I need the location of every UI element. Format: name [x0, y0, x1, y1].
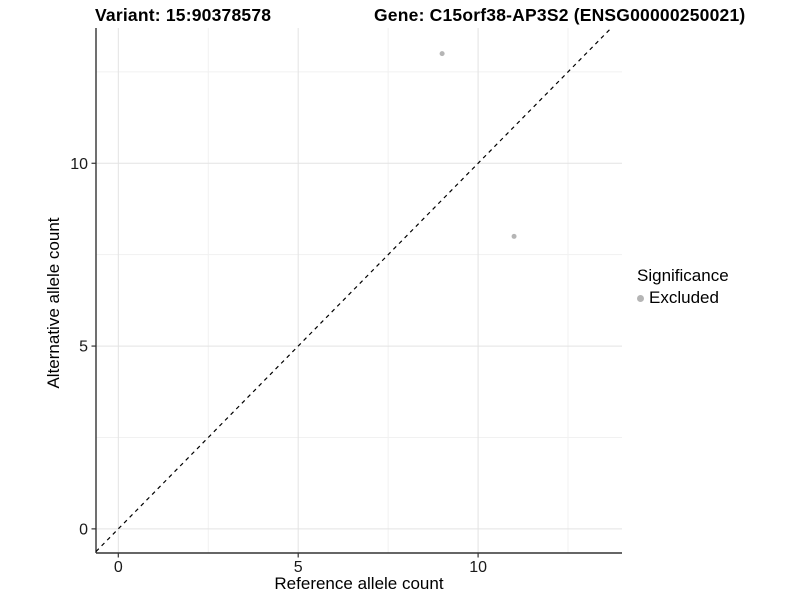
legend-point-icon: [637, 294, 644, 302]
variant-title: Variant: 15:90378578: [95, 5, 272, 25]
x-tick-label: 10: [469, 559, 487, 576]
gridlines-minor: [96, 28, 622, 553]
axis-ticks: [91, 162, 479, 558]
y-axis-title: Alternative allele count: [44, 217, 63, 389]
identity-line-group: [95, 27, 612, 552]
gridlines-major: [96, 28, 622, 553]
y-tick-label: 0: [79, 521, 88, 538]
data-point: [439, 51, 445, 57]
y-tick-label: 10: [70, 156, 88, 173]
tick-labels: 0 5 10 0 5 10: [70, 156, 487, 576]
x-tick-label: 0: [114, 559, 123, 576]
legend: Significance Excluded: [637, 266, 729, 307]
data-point: [511, 233, 517, 239]
legend-item-label: Excluded: [649, 288, 719, 307]
y-tick-label: 5: [79, 339, 88, 356]
axis-lines: [95, 28, 622, 554]
data-points: [439, 51, 517, 239]
gene-title: Gene: C15orf38-AP3S2 (ENSG00000250021): [374, 5, 746, 25]
identity-line: [95, 27, 612, 552]
legend-item-excluded: Excluded: [637, 289, 729, 307]
x-tick-label: 5: [294, 559, 303, 576]
legend-title: Significance: [637, 266, 729, 285]
x-axis-title: Reference allele count: [274, 574, 444, 593]
